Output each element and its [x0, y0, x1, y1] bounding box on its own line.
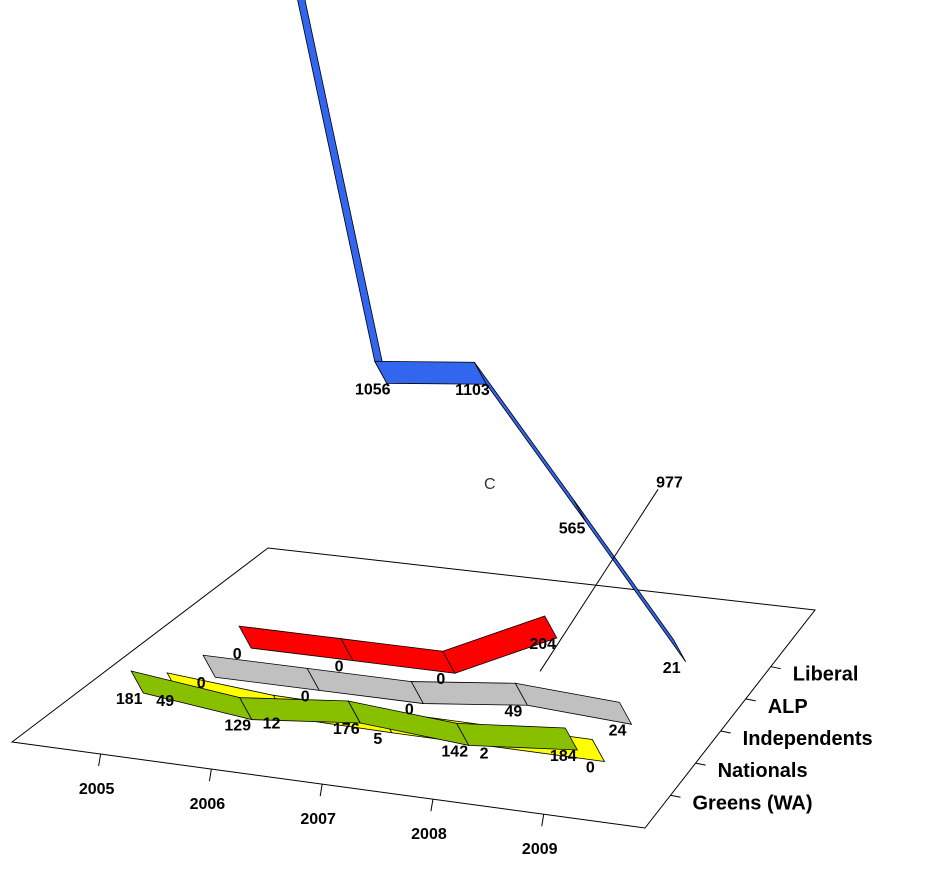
ribbon-segment	[410, 681, 529, 706]
x-tick-label: 2007	[300, 811, 336, 828]
data-label: 0	[197, 675, 206, 692]
ribbon-segment	[573, 500, 687, 663]
x-tick	[319, 784, 323, 797]
data-label: 0	[233, 646, 242, 663]
data-label: 181	[116, 691, 143, 708]
data-label: 0	[586, 760, 595, 777]
series-label: ALP	[768, 696, 808, 718]
data-label: 176	[333, 721, 360, 738]
series-ribbons	[130, 0, 687, 763]
series-tick	[720, 730, 731, 734]
x-tick-label: 2006	[190, 796, 226, 813]
series-label: Liberal	[793, 664, 859, 686]
series-tick	[745, 698, 756, 702]
data-label: 0	[405, 702, 414, 719]
x-axis: 2005 2006 2007 2008 2009	[79, 753, 558, 858]
series-label: Greens (WA)	[693, 792, 813, 814]
ribbon-segment	[374, 360, 488, 385]
ribbon-segment	[297, 0, 388, 384]
data-label: 0	[335, 659, 344, 676]
annotation: C	[484, 476, 496, 493]
series-tick	[695, 762, 706, 766]
data-label: 184	[550, 748, 577, 765]
data-label: 5	[373, 731, 382, 748]
data-label: 49	[505, 703, 523, 720]
ribbon-segment	[456, 722, 579, 751]
data-label: 565	[559, 520, 586, 537]
x-tick-label: 2008	[411, 826, 447, 843]
data-label: 1103	[455, 382, 490, 399]
x-tick	[541, 814, 545, 827]
data-label: 129	[224, 718, 251, 735]
series-label: Independents	[743, 728, 873, 750]
data-label: 49	[156, 693, 174, 710]
value-labels: 2995105611035652197700020400049244912520…	[116, 381, 683, 777]
data-label: 12	[263, 715, 281, 732]
series-tick	[670, 794, 681, 798]
data-label-extra: 977	[656, 474, 683, 491]
leader-line	[539, 489, 659, 672]
x-tick-label: 2005	[79, 781, 115, 798]
data-label: 24	[609, 722, 627, 739]
x-tick	[208, 769, 212, 782]
data-label: 142	[441, 743, 468, 760]
x-tick-label: 2009	[522, 841, 558, 858]
data-label: 2	[480, 745, 489, 762]
data-label: 1056	[355, 381, 391, 398]
ribbon-segment	[442, 615, 558, 674]
data-label: 204	[529, 636, 556, 653]
series-tick	[770, 666, 781, 670]
series-axis: Liberal ALP Independents Nationals Greens (W…	[670, 664, 873, 814]
ribbon-segment	[514, 682, 633, 725]
series-label: Nationals	[718, 760, 808, 782]
data-label: 0	[301, 688, 310, 705]
x-tick	[430, 799, 434, 812]
data-label: 21	[663, 660, 681, 677]
data-label: 0	[436, 671, 445, 688]
x-tick	[98, 753, 102, 767]
ribbon-segment	[474, 361, 587, 523]
